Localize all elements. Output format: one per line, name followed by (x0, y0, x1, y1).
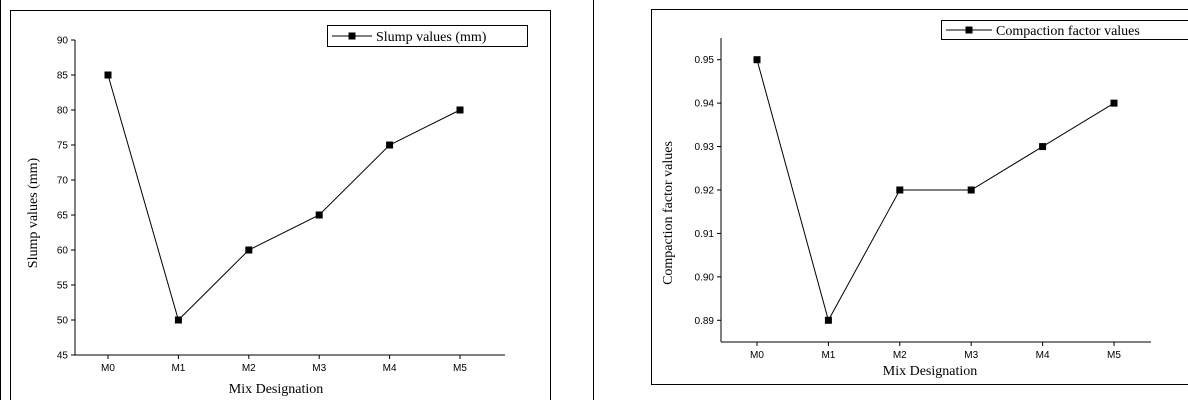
compaction-x-tick-label: M3 (964, 350, 978, 361)
compaction-data-point (1110, 99, 1118, 107)
compaction-data-point (896, 186, 904, 194)
slump-legend-label: Slump values (mm) (376, 30, 487, 45)
slump-x-tick-label: M1 (171, 363, 185, 374)
compaction-legend-marker (965, 26, 973, 34)
compaction-y-tick-label: 0.90 (695, 272, 715, 283)
compaction-series-line (756, 59, 1115, 322)
slump-data-point (315, 211, 323, 219)
slump-x-tick-label: M5 (453, 363, 467, 374)
slump-x-axis-title: Mix Designation (229, 382, 324, 397)
slump-y-tick-label: 55 (57, 281, 69, 292)
slump-y-tick-label: 60 (57, 246, 69, 257)
slump-series-points (104, 71, 464, 324)
compaction-y-tick-label: 0.89 (695, 316, 715, 327)
compaction-x-axis-title: Mix Designation (883, 364, 978, 379)
slump-x-tick-label: M2 (242, 363, 256, 374)
compaction-legend: Compaction factor values (941, 20, 1188, 40)
slump-y-tick-label: 65 (57, 211, 69, 222)
slump-y-tick-label: 85 (57, 71, 69, 82)
compaction-data-point (1039, 143, 1047, 151)
slump-y-ticks: 45 50 55 60 65 70 75 80 85 90 (57, 36, 75, 362)
compaction-x-tick-label: M1 (821, 350, 835, 361)
slump-data-point (456, 106, 464, 114)
slump-data-point (174, 316, 182, 324)
compaction-y-tick-label: 0.95 (695, 55, 715, 66)
compaction-legend-label: Compaction factor values (996, 24, 1140, 39)
compaction-y-axis-title: Compaction factor values (661, 141, 676, 285)
slump-y-tick-label: 45 (57, 351, 69, 362)
slump-legend: Slump values (mm) (327, 25, 528, 47)
slump-legend-box (327, 25, 528, 47)
compaction-y-tick-label: 0.92 (695, 186, 715, 197)
compaction-y-ticks: 0.89 0.90 0.91 0.92 0.93 0.94 0.95 (695, 55, 721, 327)
compaction-chart: 0.890.900.910.920.930.940.95 M0 M1 M2 M3 M4 M… (651, 9, 1188, 385)
slump-x-ticks: M0 M1 M2 M3 M4 M5 (101, 355, 467, 374)
compaction-data-point (967, 186, 975, 194)
compaction-legend-box (941, 20, 1188, 40)
slump-x-tick-label: M4 (383, 363, 397, 374)
compaction-y-tick-label: 0.93 (695, 142, 715, 153)
compaction-y-tick-label: 0.91 (695, 229, 715, 240)
compaction-data-point (824, 316, 832, 324)
compaction-x-tick-label: M4 (1036, 350, 1050, 361)
compaction-data-point (753, 56, 761, 64)
compaction-x-tick-label: M0 (750, 350, 764, 361)
compaction-series-points (753, 56, 1118, 324)
slump-axes (74, 40, 505, 356)
slump-x-tick-label: M3 (312, 363, 326, 374)
slump-y-tick-label: 80 (57, 106, 69, 117)
compaction-x-tick-label: M2 (893, 350, 907, 361)
compaction-y-tick-label: 0.94 (695, 99, 715, 110)
slump-y-tick-label: 90 (57, 36, 69, 47)
slump-y-tick-label: 50 (57, 316, 69, 327)
compaction-x-tick-label: M5 (1107, 350, 1121, 361)
slump-data-point (104, 71, 112, 79)
slump-chart-frame (10, 10, 551, 400)
slump-data-point (386, 141, 394, 149)
compaction-chart-frame (651, 9, 1188, 385)
slump-y-tick-label: 75 (57, 141, 69, 152)
slump-legend-marker (348, 32, 356, 40)
compaction-x-ticks: M0 M1 M2 M3 M4 M5 (750, 342, 1121, 361)
slump-x-tick-label: M0 (101, 363, 115, 374)
slump-data-point (245, 246, 253, 254)
slump-series-line (107, 74, 461, 321)
slump-y-axis-title: Slump values (mm) (26, 157, 41, 268)
slump-y-tick-label: 70 (57, 176, 69, 187)
slump-chart: 45 50 55 60 65 70 75 80 85 90 M0 M1 M2 M3 M4 M5 Mix De… (10, 10, 551, 400)
